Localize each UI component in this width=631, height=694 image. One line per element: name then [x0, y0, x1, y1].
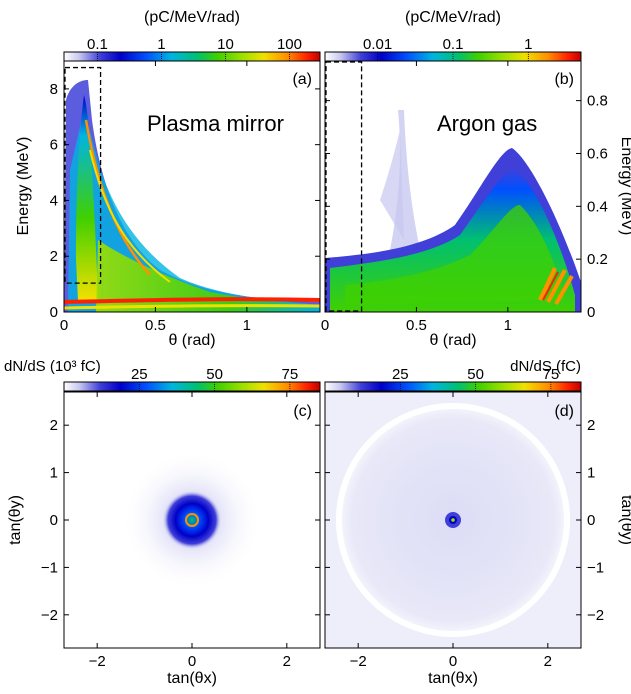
panel-b-annotation: Argon gas	[437, 111, 537, 136]
colorbar-d-tick-label-0: 25	[392, 366, 409, 383]
panel-c-ytick-label-3: 1	[50, 465, 58, 482]
colorbar-a: (pC/MeV/rad) 0.1 1 10 100	[63, 9, 321, 62]
panel-b-xlabel: θ (rad)	[429, 332, 476, 349]
colorbar-a-tick-label-0: 0.1	[87, 36, 108, 53]
colorbar-d-tick-label-1: 50	[467, 366, 484, 383]
panel-d-ytick-label-3: 1	[587, 465, 595, 482]
colorbar-b-tick-label-2: 1	[524, 36, 532, 53]
panel-a-ytick-label-4: 8	[50, 81, 58, 98]
colorbar-c: dN/dS (10³ fC) 25 50 75	[4, 358, 321, 392]
panel-a-xtick-label-2: 1	[243, 317, 251, 334]
colorbar-d-title: dN/dS (fC)	[510, 358, 581, 375]
panel-a-streak-2	[89, 149, 171, 283]
panel-b-ylabel: Energy (MeV)	[618, 137, 631, 236]
panel-c-heatmap	[122, 450, 262, 590]
panel-c-ytick-label-1: −1	[41, 559, 58, 576]
panel-d-ytick-label-2: 0	[587, 512, 595, 529]
panel-a-xlabel: θ (rad)	[168, 332, 215, 349]
panel-a-xtick-label-1: 0.5	[145, 317, 166, 334]
panel-b-ytick-label-0: 0	[587, 304, 595, 321]
panel-c-label: (c)	[293, 403, 312, 420]
panel-d-xtick-label-2: 2	[544, 653, 552, 670]
panel-a: (a) Plasma mirror 0 0.5 1 0 2 4 6 8 θ (rad) Ene…	[15, 60, 321, 349]
colorbar-a-title: (pC/MeV/rad)	[144, 9, 240, 26]
panel-a-ytick-label-3: 6	[50, 137, 58, 154]
panel-a-heatmap	[64, 80, 320, 312]
colorbar-c-tick-label-0: 25	[131, 366, 148, 383]
panel-b-ytick-label-3: 0.6	[587, 145, 608, 162]
panel-b-axes-box	[324, 60, 582, 313]
panel-c-ytick-label-2: 0	[50, 512, 58, 529]
panel-d-ylabel: tan(θy)	[618, 495, 631, 545]
panel-d-ring	[336, 403, 570, 637]
colorbar-c-tick-label-2: 75	[282, 366, 299, 383]
panel-c-ytick-label-4: 2	[50, 417, 58, 434]
colorbar-b-title: (pC/MeV/rad)	[405, 9, 501, 26]
panel-a-ytick-label-1: 2	[50, 248, 58, 265]
colorbar-d-gradient	[324, 381, 582, 392]
panel-c-xtick-label-1: 0	[188, 653, 196, 670]
panel-c-ylabel: tan(θy)	[7, 495, 24, 545]
panel-b-bright-streak-core	[542, 271, 559, 301]
panel-a-ytick-label-2: 4	[50, 192, 58, 209]
panel-a-base-band	[64, 304, 320, 310]
panel-b-hump-core	[345, 205, 565, 305]
panel-a-annotation: Plasma mirror	[147, 111, 284, 136]
panel-a-label: (a)	[292, 71, 312, 88]
panel-d: (d) −2 0 2 −2 −1 0 1 2 tan(θx) tan(θy)	[324, 391, 631, 687]
panel-b: (b) Argon gas 0 0.5 1 0 0.2 0.4 0.6 0.8 θ (rad)…	[321, 60, 631, 349]
colorbar-a-tick-label-3: 100	[277, 36, 302, 53]
colorbar-b: (pC/MeV/rad) 0.01 0.1 1	[324, 9, 582, 62]
colorbar-c-tick-label-1: 50	[206, 366, 223, 383]
panel-d-xtick-label-0: −2	[350, 653, 367, 670]
panel-b-label: (b)	[554, 71, 574, 88]
panel-b-ytick-label-1: 0.2	[587, 251, 608, 268]
panel-b-xtick-label-0: 0	[321, 317, 329, 334]
panel-b-ytick-label-2: 0.4	[587, 198, 608, 215]
panel-d-xlabel: tan(θx)	[428, 670, 478, 687]
panel-a-ytick-label-0: 0	[50, 304, 58, 321]
colorbar-b-tick-label-0: 0.01	[363, 36, 392, 53]
panel-c-xlabel: tan(θx)	[167, 670, 217, 687]
panel-a-ylabel: Energy (MeV)	[15, 137, 32, 236]
panel-b-heatmap	[325, 110, 581, 312]
colorbar-c-gradient	[63, 381, 321, 392]
panel-b-xtick-label-1: 0.5	[406, 317, 427, 334]
colorbar-b-tick-label-1: 0.1	[443, 36, 464, 53]
colorbar-d-tick-label-2: 75	[543, 366, 560, 383]
panel-c: (c) −2 0 2 −2 −1 0 1 2 tan(θx) tan(θy)	[7, 391, 321, 687]
panel-b-xtick-label-2: 1	[504, 317, 512, 334]
panel-b-bright-streaks	[538, 267, 574, 305]
panel-c-beam-spot	[162, 490, 222, 550]
colorbar-d: dN/dS (fC) 25 50 75	[324, 358, 582, 392]
panel-d-ytick-label-1: −1	[587, 559, 604, 576]
panel-b-ytick-label-4: 0.8	[587, 93, 608, 110]
panel-a-axes-box	[63, 60, 321, 313]
panel-d-beam-center	[451, 518, 455, 522]
panel-b-faint-streak	[380, 130, 404, 240]
panel-a-dashed-box	[64, 66, 102, 284]
colorbar-a-gradient	[63, 51, 321, 62]
panel-a-low-energy-band	[64, 297, 320, 304]
panel-d-heatmap	[325, 392, 581, 648]
colorbar-a-tick-label-2: 10	[217, 36, 234, 53]
panel-d-ytick-label-0: −2	[587, 607, 604, 624]
panel-a-jet	[76, 95, 98, 300]
panel-c-ytick-label-0: −2	[41, 607, 58, 624]
panel-d-xtick-label-1: 0	[449, 653, 457, 670]
panel-a-tail	[96, 240, 320, 312]
panel-b-dashed-box	[325, 61, 363, 312]
panel-a-xtick-label-0: 0	[60, 317, 68, 334]
panel-c-xtick-label-0: −2	[89, 653, 106, 670]
panel-d-ytick-label-4: 2	[587, 417, 595, 434]
panel-d-label: (d)	[554, 403, 574, 420]
panel-c-xtick-label-2: 2	[283, 653, 291, 670]
colorbar-c-title: dN/dS (10³ fC)	[4, 358, 101, 375]
panel-c-hot-ring	[185, 513, 199, 527]
colorbar-a-tick-label-1: 1	[157, 36, 165, 53]
